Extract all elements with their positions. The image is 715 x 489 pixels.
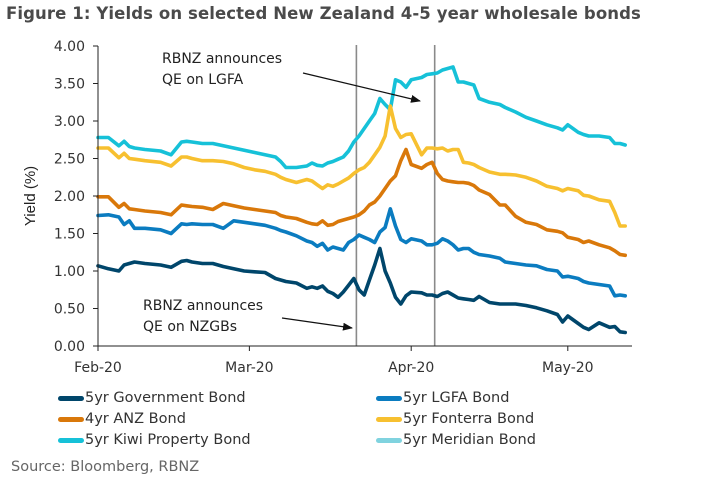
legend-item: 5yr Kiwi Property Bond <box>58 432 251 448</box>
legend-label: 5yr Meridian Bond <box>403 432 536 448</box>
series-line-5yr-lgfa-bond <box>96 207 628 298</box>
annotation-text: QE on NZGBs <box>143 319 237 335</box>
annotation-arrow <box>302 72 421 103</box>
y-tick-label: 4.00 <box>54 39 85 55</box>
legend-label: 5yr Government Bond <box>85 390 246 406</box>
y-axis-title: Yield (%) <box>22 166 39 226</box>
y-tick-label: 1.00 <box>54 264 85 280</box>
annotation-text: RBNZ announces <box>143 298 263 314</box>
y-tick-label: 2.00 <box>54 189 85 205</box>
legend-swatch <box>58 437 84 443</box>
legend-item: 5yr Fonterra Bond <box>376 411 534 427</box>
series-line-5yr-government-bond <box>96 246 628 335</box>
legend-item: 5yr Meridian Bond <box>376 432 536 448</box>
legend-swatch <box>58 416 84 422</box>
legend-label: 5yr Kiwi Property Bond <box>85 432 251 448</box>
legend-swatch <box>376 395 402 401</box>
annotation-text: QE on LGFA <box>162 72 244 88</box>
series-line-5yr-fonterra-bond <box>96 104 628 228</box>
x-tick-label: Mar-20 <box>225 360 273 376</box>
chart-title: Figure 1: Yields on selected New Zealand… <box>6 4 641 23</box>
y-tick-label: 2.50 <box>54 152 85 168</box>
y-tick-label: 3.00 <box>54 114 85 130</box>
legend-label: 5yr Fonterra Bond <box>403 411 535 427</box>
legend-item: 5yr Government Bond <box>58 390 246 406</box>
y-tick-label: 0.00 <box>54 339 85 355</box>
legend-label: 4yr ANZ Bond <box>85 411 186 427</box>
annotation-text: RBNZ announces <box>162 51 282 67</box>
x-tick-label: May-20 <box>542 360 594 376</box>
legend-swatch <box>376 416 402 422</box>
annotation-arrow <box>281 317 353 331</box>
series-line-5yr-kiwi-property-bond <box>96 65 628 170</box>
y-tick-label: 3.50 <box>54 77 85 93</box>
x-tick-label: Apr-20 <box>388 360 434 376</box>
legend-item: 4yr ANZ Bond <box>58 411 186 427</box>
source-note: Source: Bloomberg, RBNZ <box>11 459 200 475</box>
legend-swatch <box>58 395 84 401</box>
y-tick-label: 1.50 <box>54 227 85 243</box>
series-line-4yr-anz-bond <box>96 147 628 258</box>
y-tick-label: 0.50 <box>54 302 85 318</box>
legend-label: 5yr LGFA Bond <box>403 390 510 406</box>
legend-swatch <box>376 437 402 443</box>
legend-item: 5yr LGFA Bond <box>376 390 509 406</box>
x-tick-label: Feb-20 <box>74 360 122 376</box>
